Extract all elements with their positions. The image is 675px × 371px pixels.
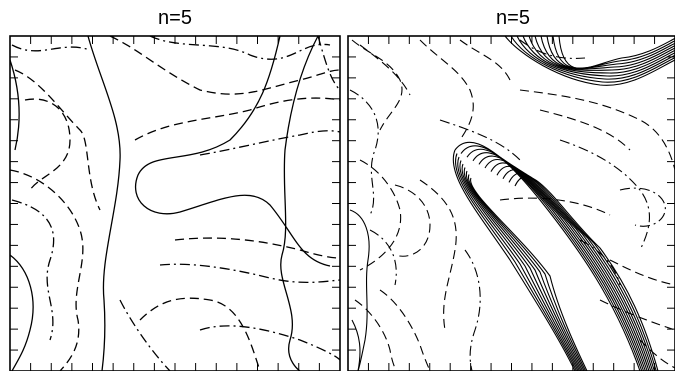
contour-line: [349, 209, 370, 371]
contour-line: [452, 149, 576, 371]
contour-line: [134, 97, 341, 141]
contour-line: [9, 169, 84, 371]
left-contour-panel: [9, 35, 341, 371]
contour-line: [465, 170, 585, 371]
contour-line: [459, 160, 580, 371]
contour-line: [455, 153, 577, 371]
contour-line: [317, 35, 341, 91]
left-panel-title: n=5: [158, 7, 192, 29]
right-contour-panel: [347, 35, 675, 371]
left-panel-frame: [9, 35, 341, 371]
contour-line: [496, 165, 654, 371]
contour-line: [522, 35, 675, 77]
contour-line: [454, 141, 641, 371]
contour-line: [351, 39, 403, 131]
contour-line: [519, 89, 675, 171]
contour-line: [199, 130, 341, 156]
right-panel-ticks: [348, 36, 675, 371]
contour-line: [504, 35, 675, 86]
contour-line: [534, 35, 675, 71]
right-panel-frame: [347, 35, 675, 371]
contour-line: [478, 155, 648, 371]
contour-line: [510, 35, 675, 83]
contour-line: [466, 148, 645, 371]
contour-line: [599, 299, 675, 331]
contour-line: [519, 39, 586, 59]
contour-line: [14, 69, 101, 211]
contour-line: [394, 184, 431, 257]
contour-line: [468, 174, 586, 371]
contour-line: [109, 35, 341, 95]
contour-line: [379, 289, 431, 371]
contour-line: [174, 237, 341, 259]
contour-line: [502, 169, 655, 371]
contour-line: [9, 254, 34, 371]
contour-line: [24, 98, 71, 191]
contour-line: [459, 39, 511, 81]
contour-line: [472, 152, 646, 371]
contour-line: [87, 35, 121, 371]
contour-line: [419, 179, 457, 331]
contour-line: [559, 139, 651, 251]
contour-line: [463, 167, 583, 371]
contour-line: [499, 197, 611, 216]
contour-line: [134, 35, 331, 267]
contour-line: [119, 299, 171, 371]
contour-line: [11, 199, 55, 341]
contour-line: [528, 35, 675, 74]
contour-line: [369, 229, 397, 286]
contour-line: [149, 35, 331, 60]
contour-line: [470, 177, 588, 371]
contour-line: [351, 319, 361, 371]
contour-line: [359, 44, 411, 96]
contour-line: [514, 176, 659, 371]
contour-line: [139, 297, 261, 371]
contour-line: [460, 145, 643, 371]
contour-line: [359, 159, 402, 271]
contour-line: [11, 44, 91, 52]
contour-line: [539, 109, 631, 151]
contour-line: [579, 239, 621, 286]
contour-line: [516, 35, 675, 80]
contour-line: [199, 325, 341, 361]
contour-line: [552, 35, 675, 69]
contour-line: [464, 249, 481, 371]
contour-line: [639, 339, 675, 369]
contour-line: [439, 119, 521, 161]
contour-line: [349, 89, 379, 216]
left-contour-lines: [9, 35, 341, 371]
right-panel-title: n=5: [496, 7, 530, 29]
diagonal-solid-contours: [452, 141, 659, 371]
contour-line: [609, 259, 675, 286]
top-right-solid-contours: [504, 35, 675, 86]
contour-line: [354, 299, 397, 371]
contour-line: [508, 172, 657, 371]
left-panel-ticks: [10, 36, 340, 371]
contour-line: [484, 159, 650, 371]
right-contour-lines: [349, 39, 675, 371]
contour-line: [419, 39, 474, 141]
contour-line: [546, 35, 675, 69]
contour-line: [490, 162, 652, 371]
contour-line: [159, 263, 341, 284]
contour-line: [9, 59, 20, 151]
contour-line: [540, 35, 675, 70]
contour-line: [619, 187, 666, 227]
contour-line: [461, 163, 582, 371]
contour-line: [558, 35, 675, 69]
contour-line: [280, 35, 319, 371]
contour-line: [457, 156, 579, 371]
